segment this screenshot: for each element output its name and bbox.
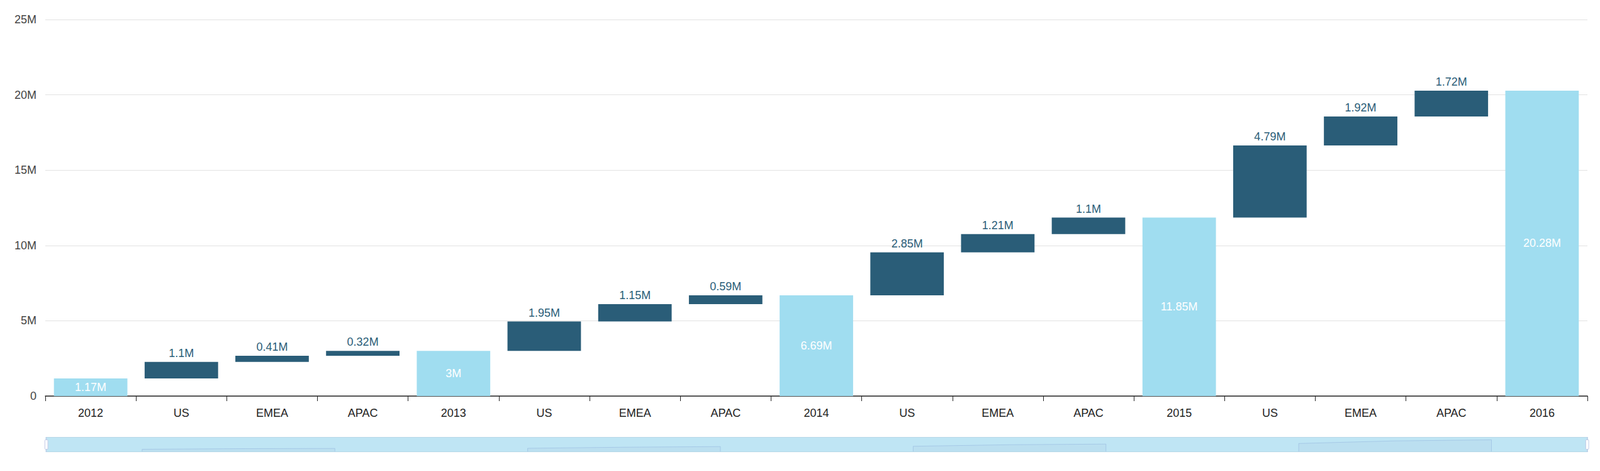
svg-text:APAC: APAC [347, 406, 379, 420]
svg-text:US: US [536, 406, 552, 420]
svg-text:EMEA: EMEA [1344, 406, 1377, 420]
svg-text:2014: 2014 [803, 406, 829, 420]
svg-text:11.85M: 11.85M [1160, 300, 1198, 313]
svg-text:0: 0 [30, 389, 37, 403]
svg-text:1.92M: 1.92M [1345, 101, 1377, 114]
svg-text:6.69M: 6.69M [800, 339, 832, 352]
svg-text:US: US [1262, 406, 1278, 420]
svg-text:20M: 20M [14, 88, 37, 102]
svg-text:2.85M: 2.85M [891, 237, 924, 250]
svg-text:1.1M: 1.1M [168, 346, 194, 360]
svg-text:0.32M: 0.32M [347, 335, 379, 348]
svg-text:4.79M: 4.79M [1253, 130, 1286, 143]
svg-text:1.21M: 1.21M [982, 218, 1014, 232]
svg-text:EMEA: EMEA [981, 406, 1014, 420]
svg-text:15M: 15M [14, 163, 37, 177]
svg-text:2016: 2016 [1529, 406, 1555, 420]
svg-text:EMEA: EMEA [256, 406, 289, 420]
svg-text:APAC: APAC [1436, 406, 1467, 420]
svg-text:25M: 25M [14, 13, 37, 26]
svg-text:1.17M: 1.17M [74, 380, 107, 394]
svg-text:10M: 10M [14, 239, 37, 252]
svg-text:1.95M: 1.95M [528, 306, 560, 319]
svg-text:2013: 2013 [441, 406, 467, 420]
svg-text:3M: 3M [445, 366, 462, 380]
svg-text:2012: 2012 [78, 406, 104, 420]
svg-text:APAC: APAC [1073, 406, 1104, 420]
svg-text:US: US [173, 406, 190, 420]
svg-text:APAC: APAC [710, 406, 741, 420]
svg-text:1.15M: 1.15M [619, 288, 651, 302]
svg-text:5M: 5M [20, 313, 37, 327]
svg-text:0.41M: 0.41M [256, 340, 288, 353]
svg-text:US: US [899, 406, 915, 420]
svg-text:2015: 2015 [1166, 406, 1192, 420]
svg-text:20.28M: 20.28M [1523, 236, 1561, 250]
svg-text:1.72M: 1.72M [1435, 75, 1468, 89]
svg-text:EMEA: EMEA [619, 406, 652, 420]
svg-text:1.1M: 1.1M [1075, 202, 1102, 216]
svg-text:0.59M: 0.59M [709, 279, 742, 293]
